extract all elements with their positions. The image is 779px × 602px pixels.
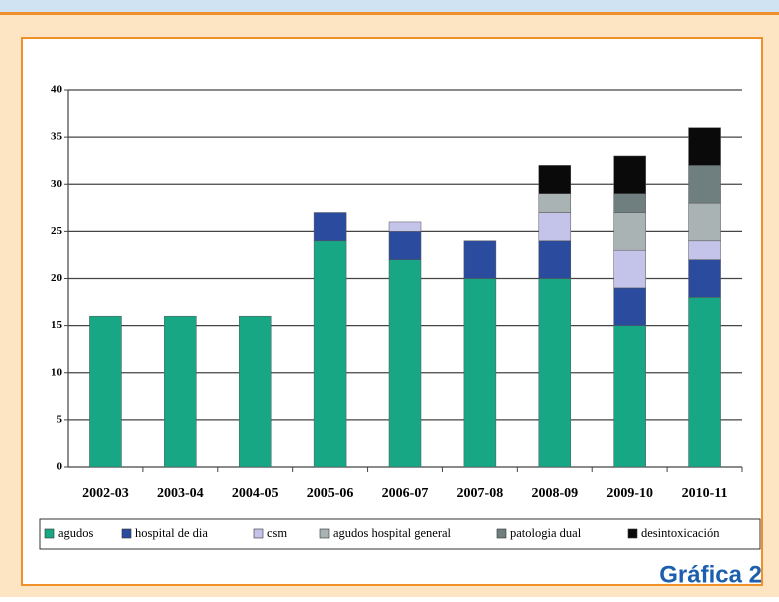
- y-tick-label: 20: [51, 272, 63, 284]
- bar-segment: [688, 202, 721, 242]
- bar-segment: [388, 231, 422, 260]
- bar-segment: [538, 240, 572, 279]
- x-tick-label: 2003-04: [157, 486, 204, 501]
- bar-segment: [313, 212, 347, 242]
- x-tick-label: 2009-10: [606, 486, 653, 501]
- legend-label: csm: [267, 526, 287, 540]
- x-tick-label: 2005-06: [307, 486, 354, 501]
- bar-segment: [313, 240, 347, 468]
- bar-segment: [688, 297, 721, 468]
- bar-segment: [164, 315, 197, 468]
- legend-label: patologia dual: [510, 526, 582, 540]
- bar-segment: [613, 287, 646, 326]
- legend-swatch: [121, 528, 132, 539]
- legend-label: agudos: [58, 526, 94, 540]
- bar-segment: [538, 165, 572, 194]
- y-tick-label: 0: [57, 461, 63, 473]
- bar-segment: [89, 315, 122, 468]
- bar-segment: [463, 278, 497, 468]
- x-tick-label: 2004-05: [232, 486, 279, 501]
- top-band: [0, 0, 779, 12]
- legend-box: [39, 518, 761, 550]
- legend-swatch: [496, 528, 507, 539]
- legend-label: hospital de dia: [135, 526, 208, 540]
- bar-segment: [688, 127, 721, 166]
- x-tick-label: 2010-11: [682, 486, 728, 501]
- y-tick-label: 30: [51, 178, 63, 190]
- bar-segment: [538, 212, 572, 242]
- caption: Gráfica 2: [659, 561, 762, 588]
- y-tick-label: 35: [51, 131, 63, 143]
- legend-swatch: [319, 528, 330, 539]
- x-tick-label: 2006-07: [382, 486, 429, 501]
- y-tick-label: 25: [51, 225, 63, 237]
- bar-segment: [388, 221, 422, 232]
- x-tick-label: 2002-03: [82, 486, 129, 501]
- bar-segment: [613, 155, 646, 194]
- legend-label: desintoxicación: [641, 526, 720, 540]
- bar-segment: [238, 315, 272, 468]
- bar-segment: [688, 259, 721, 298]
- y-tick-label: 40: [51, 84, 63, 96]
- legend-swatch: [253, 528, 264, 539]
- bar-segment: [538, 278, 572, 468]
- y-tick-label: 10: [51, 366, 63, 378]
- bar-segment: [463, 240, 497, 279]
- bar-segment: [613, 212, 646, 251]
- legend-swatch: [44, 528, 55, 539]
- bar-segment: [688, 240, 721, 260]
- y-tick-label: 5: [57, 413, 63, 425]
- bar-segment: [688, 165, 721, 204]
- legend-label: agudos hospital general: [333, 526, 452, 540]
- bar-segment: [613, 193, 646, 213]
- top-rule: [0, 12, 779, 15]
- bar-segment: [613, 325, 646, 468]
- bar-segment: [613, 249, 646, 289]
- y-tick-label: 15: [51, 319, 63, 331]
- legend-swatch: [627, 528, 638, 539]
- x-tick-label: 2008-09: [531, 486, 578, 501]
- x-tick-label: 2007-08: [457, 486, 504, 501]
- bar-segment: [538, 193, 572, 213]
- bar-segment: [388, 259, 422, 468]
